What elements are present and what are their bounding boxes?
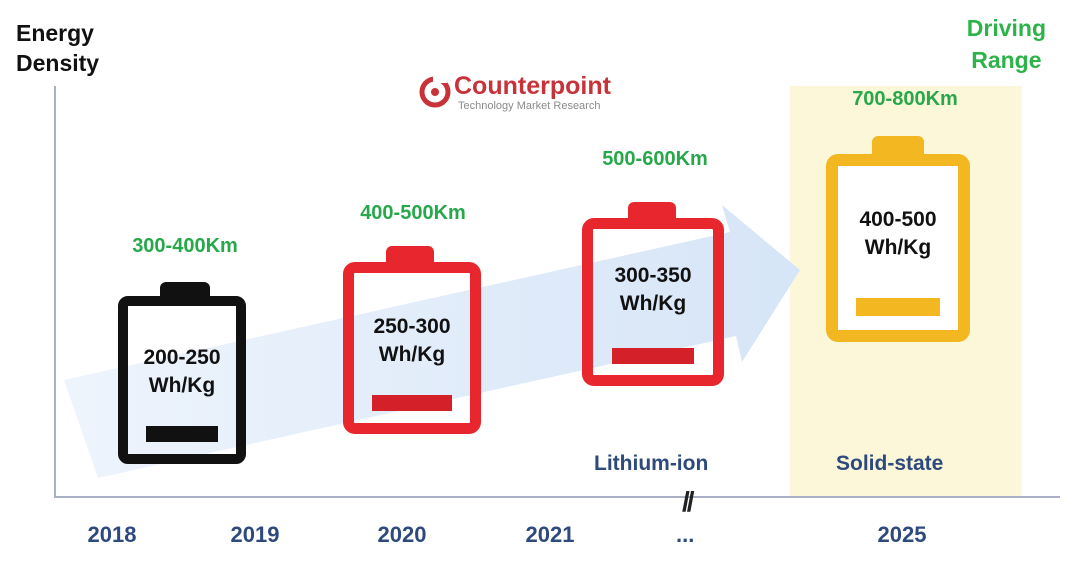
battery-4-density-value: 400-500 bbox=[859, 208, 937, 231]
battery-1-density-value: 200-250 bbox=[143, 346, 221, 369]
x-axis bbox=[54, 496, 1060, 498]
battery-3-density-unit: Wh/Kg bbox=[619, 292, 687, 315]
battery-4-terminal bbox=[872, 136, 924, 156]
energy-density-title: Energy Density bbox=[16, 18, 99, 78]
year-label-2020: 2020 bbox=[377, 522, 427, 547]
range-label-2: 400-500Km bbox=[360, 202, 466, 224]
battery-2-terminal bbox=[386, 246, 434, 264]
lithium-ion-label: Lithium-ion bbox=[594, 452, 709, 475]
year-label-2018: 2018 bbox=[87, 522, 137, 547]
battery-1-density: 200-250 Wh/Kg bbox=[120, 344, 244, 400]
logo-name: Counterpoint bbox=[454, 72, 611, 100]
battery-2-density-value: 250-300 bbox=[373, 315, 451, 338]
battery-2-density-unit: Wh/Kg bbox=[378, 343, 446, 366]
solid-state-label: Solid-state bbox=[836, 452, 944, 475]
battery-1-level bbox=[146, 426, 218, 442]
arrow-shape bbox=[64, 205, 800, 478]
battery-1 bbox=[118, 296, 246, 464]
counterpoint-logo-icon bbox=[419, 75, 451, 108]
energy-density-title-line1: Energy bbox=[16, 20, 94, 46]
year-label-2021: 2021 bbox=[525, 522, 575, 547]
range-label-4: 700-800Km bbox=[852, 88, 958, 110]
battery-2 bbox=[343, 262, 481, 434]
battery-3 bbox=[582, 218, 724, 386]
range-label-1: 300-400Km bbox=[132, 235, 238, 257]
axis-break-mark: // bbox=[682, 486, 694, 517]
battery-1-terminal bbox=[160, 282, 210, 298]
range-label-3: 500-600Km bbox=[602, 148, 708, 170]
battery-1-density-unit: Wh/Kg bbox=[148, 374, 216, 397]
battery-3-terminal bbox=[628, 202, 676, 220]
y-axis bbox=[54, 86, 56, 498]
battery-3-level bbox=[612, 348, 694, 364]
battery-2-density: 250-300 Wh/Kg bbox=[345, 313, 479, 369]
battery-2-level bbox=[372, 395, 452, 411]
battery-4-density-unit: Wh/Kg bbox=[864, 236, 932, 259]
battery-4-density: 400-500 Wh/Kg bbox=[828, 206, 968, 262]
driving-range-title: Driving Range bbox=[967, 12, 1046, 76]
year-label-ellipsis: ... bbox=[676, 522, 695, 547]
logo-tagline: Technology Market Research bbox=[458, 100, 601, 112]
driving-range-title-line1: Driving bbox=[966, 15, 1046, 41]
battery-3-density-value: 300-350 bbox=[614, 264, 692, 287]
battery-3-density: 300-350 Wh/Kg bbox=[584, 262, 722, 318]
year-label-2025: 2025 bbox=[877, 522, 927, 547]
driving-range-title-line2: Range bbox=[971, 47, 1042, 73]
battery-4-level bbox=[856, 298, 940, 316]
energy-density-title-line2: Density bbox=[16, 50, 100, 76]
year-label-2019: 2019 bbox=[230, 522, 280, 547]
